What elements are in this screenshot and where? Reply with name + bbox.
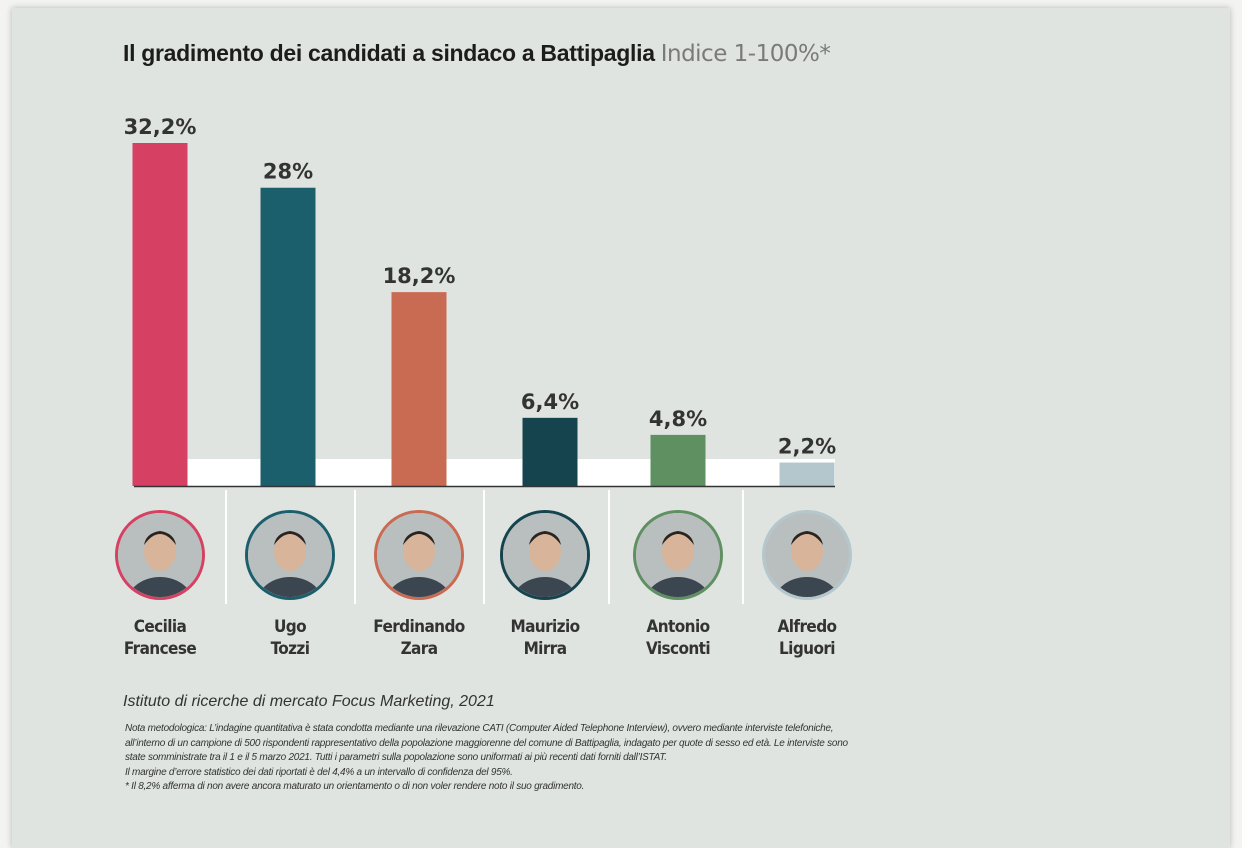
candidate-photo <box>500 510 590 600</box>
bar-value-label-3: 6,4% <box>521 390 579 414</box>
bar-0 <box>132 143 188 486</box>
candidate-first-name: Ugo <box>273 617 307 637</box>
bar-value-label-1: 28% <box>263 160 313 184</box>
candidate-photo <box>245 510 335 600</box>
candidate-last-name: Zara <box>400 639 438 659</box>
bar-3 <box>522 417 578 486</box>
candidate-name: Ferdinando Zara <box>354 616 484 660</box>
candidate-name: Cecilia Francese <box>95 616 225 660</box>
candidate-2: Ferdinando Zara <box>354 510 484 660</box>
column-divider <box>354 490 356 604</box>
candidate-last-name: Tozzi <box>270 639 310 659</box>
bar-value-label-4: 4,8% <box>649 407 707 431</box>
bar-chart: 32,2% 28% 18,2% 6,4% 4,8% 2,2% <box>124 115 836 488</box>
bar-1 <box>260 187 316 486</box>
note-methodology: Nota metodologica: L’indagine quantitati… <box>125 723 848 763</box>
bar-value-label-0: 32,2% <box>124 115 197 139</box>
candidate-first-name: Ferdinando <box>373 617 465 637</box>
bar-value-label-2: 18,2% <box>383 264 456 288</box>
candidate-photo <box>762 510 852 600</box>
chart-title: Il gradimento dei candidati a sindaco a … <box>123 40 831 67</box>
bar-2 <box>391 292 447 486</box>
baseline-band <box>134 459 835 486</box>
candidate-name: Antonio Visconti <box>613 616 743 660</box>
methodology-notes: Nota metodologica: L’indagine quantitati… <box>125 722 865 795</box>
candidate-first-name: Antonio <box>646 617 711 637</box>
column-divider <box>608 490 610 604</box>
candidate-1: Ugo Tozzi <box>225 510 355 660</box>
chart-subtitle: Indice 1-100%* <box>660 41 831 67</box>
column-divider <box>742 490 744 604</box>
candidate-photo <box>633 510 723 600</box>
candidate-3: Maurizio Mirra <box>480 510 610 660</box>
candidate-photo <box>374 510 464 600</box>
candidate-photo <box>115 510 205 600</box>
candidate-last-name: Visconti <box>645 639 711 659</box>
bar-value-label-5: 2,2% <box>778 435 836 459</box>
candidate-5: Alfredo Liguori <box>742 510 872 660</box>
candidate-last-name: Francese <box>123 639 197 659</box>
candidate-last-name: Liguori <box>779 639 836 659</box>
candidate-0: Cecilia Francese <box>95 510 225 660</box>
candidate-last-name: Mirra <box>523 639 567 659</box>
note-margin: Il margine d’errore statistico dei dati … <box>125 766 513 778</box>
candidate-4: Antonio Visconti <box>613 510 743 660</box>
note-undecided: * Il 8,2% afferma di non avere ancora ma… <box>125 781 585 792</box>
candidate-name: Maurizio Mirra <box>480 616 610 660</box>
bar-5 <box>779 462 835 486</box>
column-divider <box>225 490 227 604</box>
chart-card <box>12 8 1230 848</box>
column-divider <box>483 490 485 604</box>
source-credit: Istituto di ricerche di mercato Focus Ma… <box>123 693 495 710</box>
candidate-first-name: Alfredo <box>777 617 838 637</box>
candidate-name: Ugo Tozzi <box>225 616 355 660</box>
bar-4 <box>650 434 706 486</box>
candidate-first-name: Maurizio <box>510 617 580 637</box>
candidate-name: Alfredo Liguori <box>742 616 872 660</box>
candidate-first-name: Cecilia <box>133 617 187 637</box>
